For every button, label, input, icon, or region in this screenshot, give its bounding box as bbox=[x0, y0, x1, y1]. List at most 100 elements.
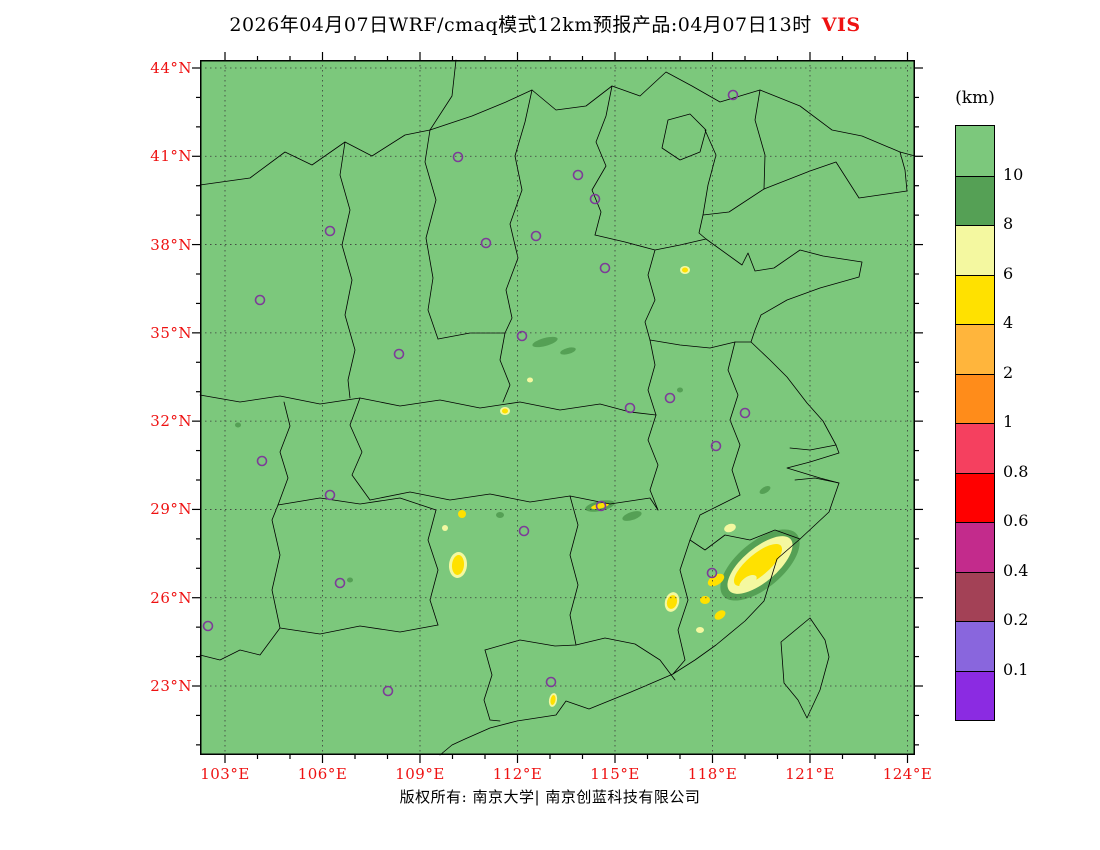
legend-tick-label: 0.6 bbox=[1003, 511, 1029, 530]
station-marker bbox=[739, 407, 751, 419]
station-marker bbox=[572, 169, 584, 181]
low-visibility-patch bbox=[502, 408, 508, 414]
lon-label: 121°E bbox=[785, 765, 835, 783]
city-markers bbox=[202, 89, 751, 697]
lat-label: 26°N bbox=[150, 588, 192, 607]
low-visibility-patches bbox=[235, 266, 800, 707]
lon-label: 106°E bbox=[297, 765, 348, 783]
station-marker bbox=[334, 577, 346, 589]
copyright: 版权所有: 南京大学| 南京创蓝科技有限公司 bbox=[399, 788, 701, 806]
low-visibility-patch bbox=[677, 387, 683, 393]
station-marker bbox=[589, 193, 601, 205]
station-marker bbox=[664, 392, 676, 404]
lat-label: 32°N bbox=[150, 412, 192, 431]
legend-cell bbox=[956, 423, 994, 473]
low-visibility-patch bbox=[496, 512, 504, 518]
legend-tick-label: 2 bbox=[1003, 362, 1014, 382]
page-title: 2026年04月07日WRF/cmaq模式12km预报产品:04月07日13时 V… bbox=[0, 10, 1090, 37]
lon-label: 112°E bbox=[492, 765, 543, 783]
low-visibility-patch bbox=[724, 523, 736, 533]
lat-label: 44°N bbox=[150, 59, 192, 77]
legend-tick-label: 1 bbox=[1003, 412, 1014, 431]
low-visibility-patch bbox=[700, 596, 710, 604]
low-visibility-patch bbox=[733, 543, 783, 587]
map-panel bbox=[192, 52, 923, 763]
island-outline bbox=[780, 617, 830, 719]
legend-cell bbox=[956, 324, 994, 374]
station-marker bbox=[624, 402, 636, 414]
gridlines bbox=[200, 60, 915, 755]
low-visibility-patch bbox=[235, 422, 241, 428]
lat-label: 35°N bbox=[150, 323, 192, 342]
station-marker bbox=[324, 225, 336, 237]
legend-tick-label: 0.4 bbox=[1003, 560, 1029, 580]
legend-tick-label: 8 bbox=[1003, 214, 1014, 233]
legend-tick-label: 0.8 bbox=[1003, 461, 1029, 481]
low-visibility-patch bbox=[739, 574, 757, 590]
legend-tick-label: 0.2 bbox=[1003, 610, 1029, 629]
legend-colorbar bbox=[955, 125, 995, 721]
low-visibility-patch bbox=[442, 525, 448, 531]
lat-label: 29°N bbox=[150, 500, 192, 519]
low-visibility-patch bbox=[622, 511, 642, 521]
axis-ticks bbox=[192, 52, 923, 763]
low-visibility-patch bbox=[714, 610, 726, 620]
low-visibility-patch bbox=[696, 627, 704, 633]
station-marker bbox=[710, 440, 722, 452]
station-marker bbox=[202, 620, 214, 632]
coastline bbox=[439, 161, 908, 756]
forecast-map bbox=[192, 52, 923, 763]
title-variable: VIS bbox=[821, 14, 861, 36]
lat-label: 23°N bbox=[150, 677, 192, 695]
title-main: 2026年04月07日WRF/cmaq模式12km预报产品:04月07日13时 bbox=[229, 14, 812, 36]
legend-cell bbox=[956, 472, 994, 522]
station-marker bbox=[516, 330, 528, 342]
lon-label: 118°E bbox=[687, 765, 738, 783]
lon-label: 103°E bbox=[200, 765, 250, 783]
low-visibility-patch bbox=[666, 595, 678, 609]
province-boundaries bbox=[199, 59, 916, 756]
low-visibility-patch bbox=[682, 267, 688, 273]
lat-label: 41°N bbox=[150, 147, 192, 166]
station-marker bbox=[727, 89, 739, 101]
low-visibility-patch bbox=[527, 377, 533, 383]
station-marker bbox=[518, 525, 530, 537]
station-marker bbox=[452, 151, 464, 163]
legend-tick-label: 6 bbox=[1003, 263, 1014, 283]
legend-unit: (km) bbox=[955, 88, 995, 108]
lon-label: 124°E bbox=[882, 765, 933, 783]
legend-cell bbox=[956, 225, 994, 275]
low-visibility-patch bbox=[550, 695, 556, 705]
station-marker bbox=[256, 455, 268, 467]
legend-cell bbox=[956, 175, 994, 225]
legend-cell bbox=[956, 126, 994, 176]
station-marker bbox=[599, 262, 611, 274]
low-visibility-patch bbox=[591, 502, 609, 510]
low-visibility-patch bbox=[759, 486, 771, 494]
legend-cell bbox=[956, 522, 994, 572]
station-marker bbox=[530, 230, 542, 242]
legend-cell bbox=[956, 373, 994, 423]
map-frame bbox=[200, 60, 915, 755]
legend-cell bbox=[956, 274, 994, 324]
low-visibility-patch bbox=[347, 577, 353, 583]
station-marker bbox=[595, 500, 607, 512]
low-visibility-patch bbox=[451, 555, 465, 575]
legend-tick-label: 10 bbox=[1003, 164, 1024, 184]
legend-tick-label: 4 bbox=[1003, 313, 1014, 332]
station-marker bbox=[254, 294, 266, 306]
lon-label: 115°E bbox=[590, 765, 640, 783]
legend-cell bbox=[956, 571, 994, 621]
station-marker bbox=[480, 237, 492, 249]
low-visibility-patch bbox=[560, 347, 576, 355]
legend-cell bbox=[956, 670, 994, 720]
legend-tick-label: 0.1 bbox=[1003, 659, 1029, 679]
low-visibility-patch bbox=[458, 510, 466, 518]
low-visibility-patch bbox=[532, 336, 558, 348]
legend-cell bbox=[956, 621, 994, 671]
station-marker bbox=[545, 676, 557, 688]
station-marker bbox=[706, 567, 718, 579]
lat-label: 38°N bbox=[150, 235, 192, 254]
station-marker bbox=[382, 685, 394, 697]
